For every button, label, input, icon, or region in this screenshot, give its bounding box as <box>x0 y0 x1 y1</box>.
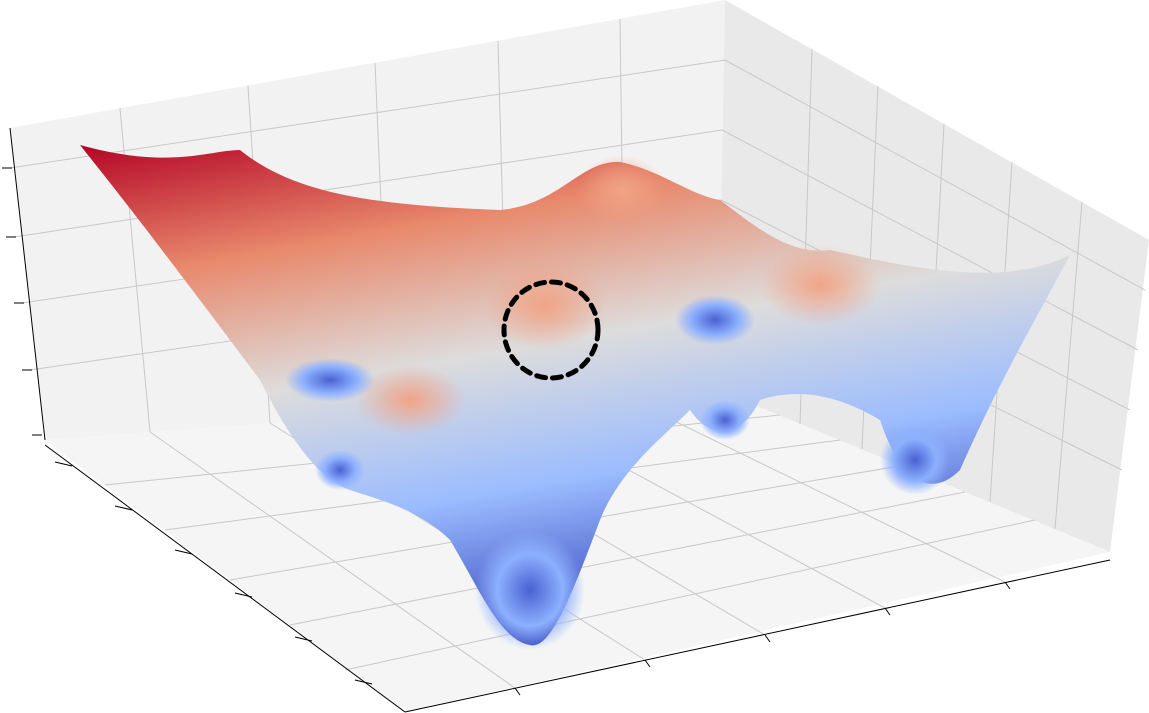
axes <box>2 127 1111 713</box>
surface-peak <box>760 245 880 325</box>
surface-dip <box>675 295 755 345</box>
surface <box>80 145 1070 650</box>
surface-dip <box>880 425 950 495</box>
surface-dip <box>475 530 585 650</box>
surface-dip <box>700 400 750 440</box>
surface-dip <box>315 450 365 490</box>
surface-peak <box>485 260 605 350</box>
highlight-circle <box>501 279 601 381</box>
surface-peak <box>577 155 667 225</box>
surface-dip <box>285 358 375 402</box>
surface-peak <box>355 365 465 435</box>
